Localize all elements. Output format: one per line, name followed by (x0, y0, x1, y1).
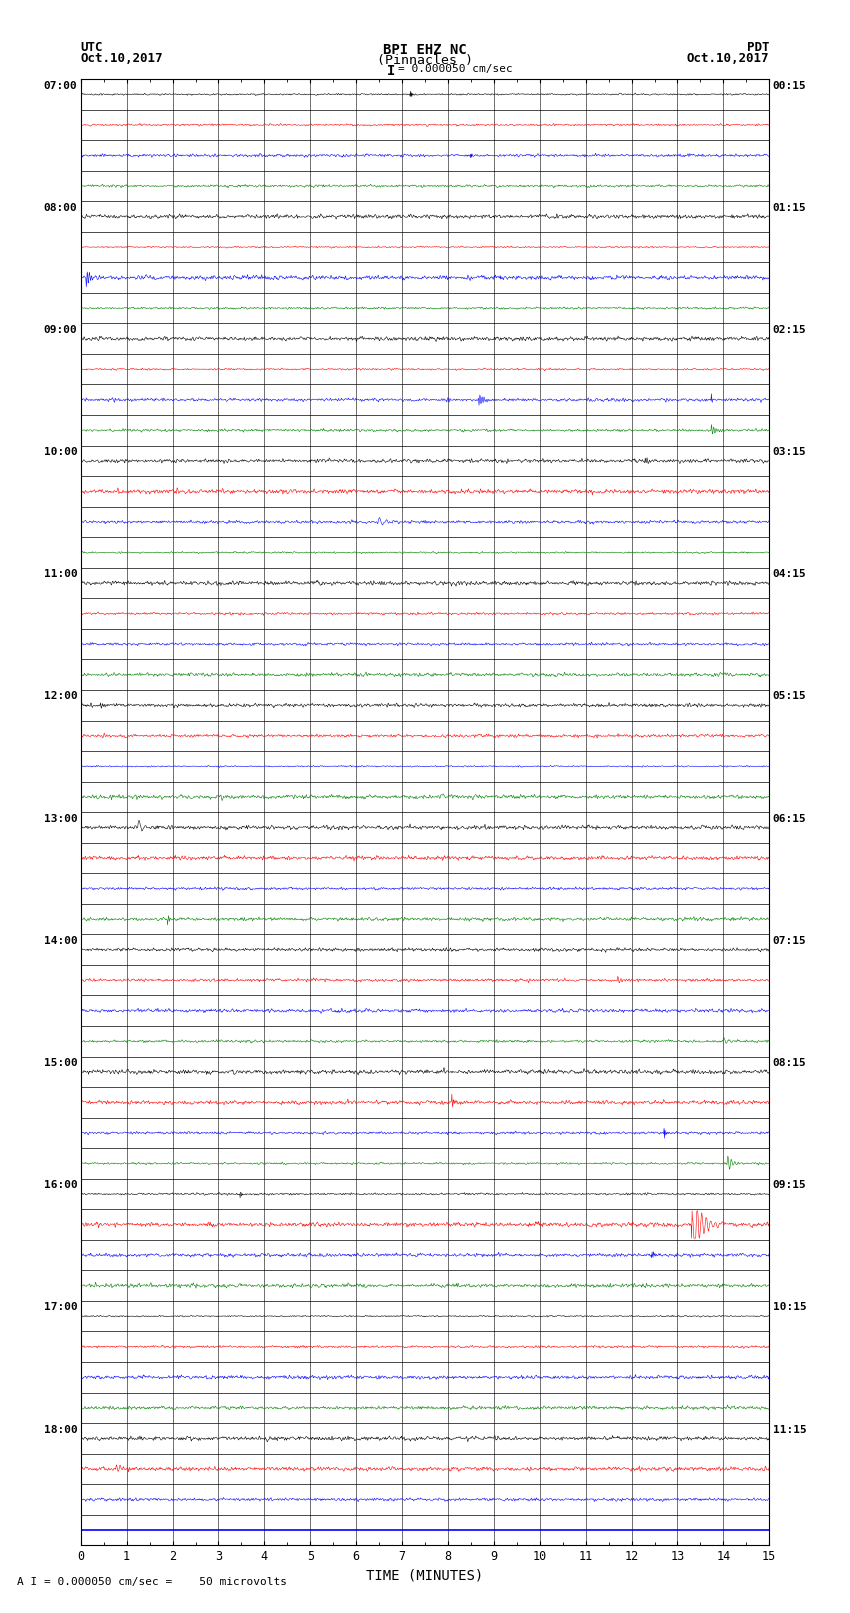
Text: 08:00: 08:00 (43, 203, 77, 213)
Text: I: I (387, 65, 395, 77)
Text: 11:00: 11:00 (43, 569, 77, 579)
Text: 18:00: 18:00 (43, 1424, 77, 1434)
Text: 09:00: 09:00 (43, 324, 77, 336)
Text: 10:00: 10:00 (43, 447, 77, 456)
Text: 03:15: 03:15 (773, 447, 807, 456)
Text: 10:15: 10:15 (773, 1302, 807, 1313)
Text: 11:15: 11:15 (773, 1424, 807, 1434)
Text: BPI EHZ NC: BPI EHZ NC (383, 44, 467, 56)
Text: 09:15: 09:15 (773, 1181, 807, 1190)
X-axis label: TIME (MINUTES): TIME (MINUTES) (366, 1569, 484, 1582)
Text: 00:15: 00:15 (773, 81, 807, 90)
Text: PDT: PDT (747, 40, 769, 55)
Text: UTC: UTC (81, 40, 103, 55)
Text: 12:00: 12:00 (43, 692, 77, 702)
Text: 13:00: 13:00 (43, 813, 77, 824)
Text: 07:15: 07:15 (773, 936, 807, 945)
Text: 05:15: 05:15 (773, 692, 807, 702)
Text: Oct.10,2017: Oct.10,2017 (687, 52, 769, 65)
Text: 04:15: 04:15 (773, 569, 807, 579)
Text: 15:00: 15:00 (43, 1058, 77, 1068)
Text: 17:00: 17:00 (43, 1302, 77, 1313)
Text: A I = 0.000050 cm/sec =    50 microvolts: A I = 0.000050 cm/sec = 50 microvolts (17, 1578, 287, 1587)
Text: Oct.10,2017: Oct.10,2017 (81, 52, 163, 65)
Text: 06:15: 06:15 (773, 813, 807, 824)
Text: 01:15: 01:15 (773, 203, 807, 213)
Text: 02:15: 02:15 (773, 324, 807, 336)
Text: (Pinnacles ): (Pinnacles ) (377, 53, 473, 68)
Text: 08:15: 08:15 (773, 1058, 807, 1068)
Text: 16:00: 16:00 (43, 1181, 77, 1190)
Text: = 0.000050 cm/sec: = 0.000050 cm/sec (398, 65, 513, 74)
Text: 07:00: 07:00 (43, 81, 77, 90)
Text: 14:00: 14:00 (43, 936, 77, 945)
